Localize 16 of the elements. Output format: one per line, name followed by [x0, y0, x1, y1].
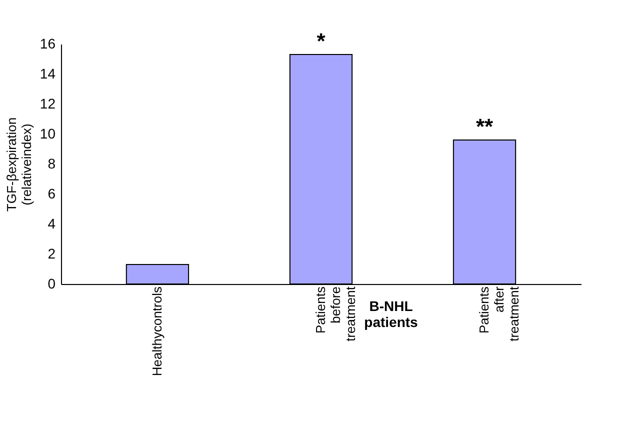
x-tick-label: Patients after treatment	[476, 286, 522, 342]
annotation: *	[316, 28, 326, 54]
y-tick-label: 12	[40, 96, 56, 112]
y-axis-title: TGF-βexpiration (relativeindex)	[4, 117, 34, 212]
x-tick-label: Healthycontrols	[149, 286, 164, 376]
y-tick-label: 10	[40, 126, 56, 142]
x-tick-label: Patients before treatment	[313, 286, 358, 342]
y-tick-label: 8	[48, 156, 56, 172]
text: B-NHL patients	[364, 298, 418, 330]
y-tick-label: 2	[48, 246, 56, 262]
annotation: **	[476, 114, 494, 139]
y-tick-label: 16	[40, 36, 56, 52]
y-tick-label: 0	[48, 276, 56, 292]
y-tick-label: 14	[40, 66, 56, 82]
y-tick-label: 6	[48, 186, 56, 202]
y-tick-label: 4	[48, 216, 56, 232]
